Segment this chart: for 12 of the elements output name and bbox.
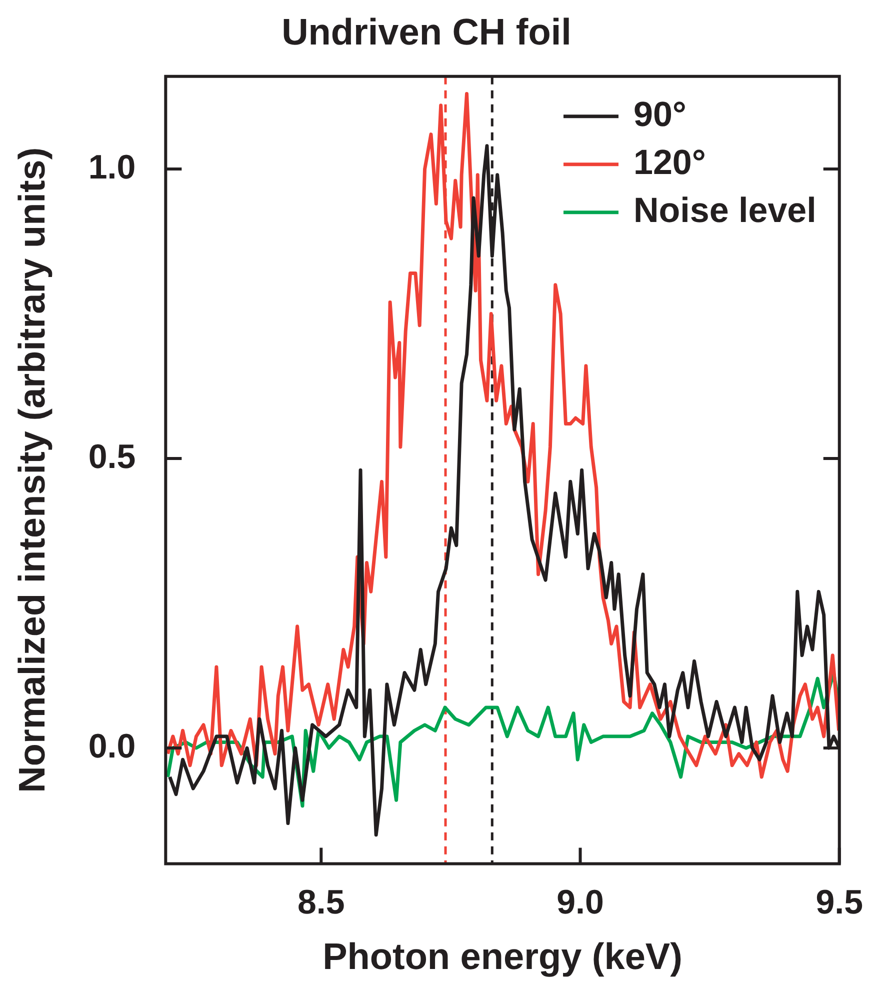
legend-label: Noise level — [633, 191, 816, 230]
chart-title: Undriven CH foil — [282, 11, 572, 52]
legend-label: 120° — [633, 143, 706, 182]
x-tick-label: 8.5 — [298, 884, 345, 922]
y-tick-label: 0.0 — [88, 727, 136, 766]
x-tick-label: 9.5 — [816, 884, 863, 922]
y-tick-label: 0.5 — [88, 438, 136, 476]
y-tick-label: 1.0 — [88, 148, 136, 186]
x-axis-title: Photon energy (keV) — [322, 936, 682, 978]
legend-label: 90° — [633, 95, 686, 134]
y-axis-title: Normalized intensity (arbitrary units) — [11, 147, 52, 793]
x-tick-label: 9.0 — [556, 884, 604, 922]
